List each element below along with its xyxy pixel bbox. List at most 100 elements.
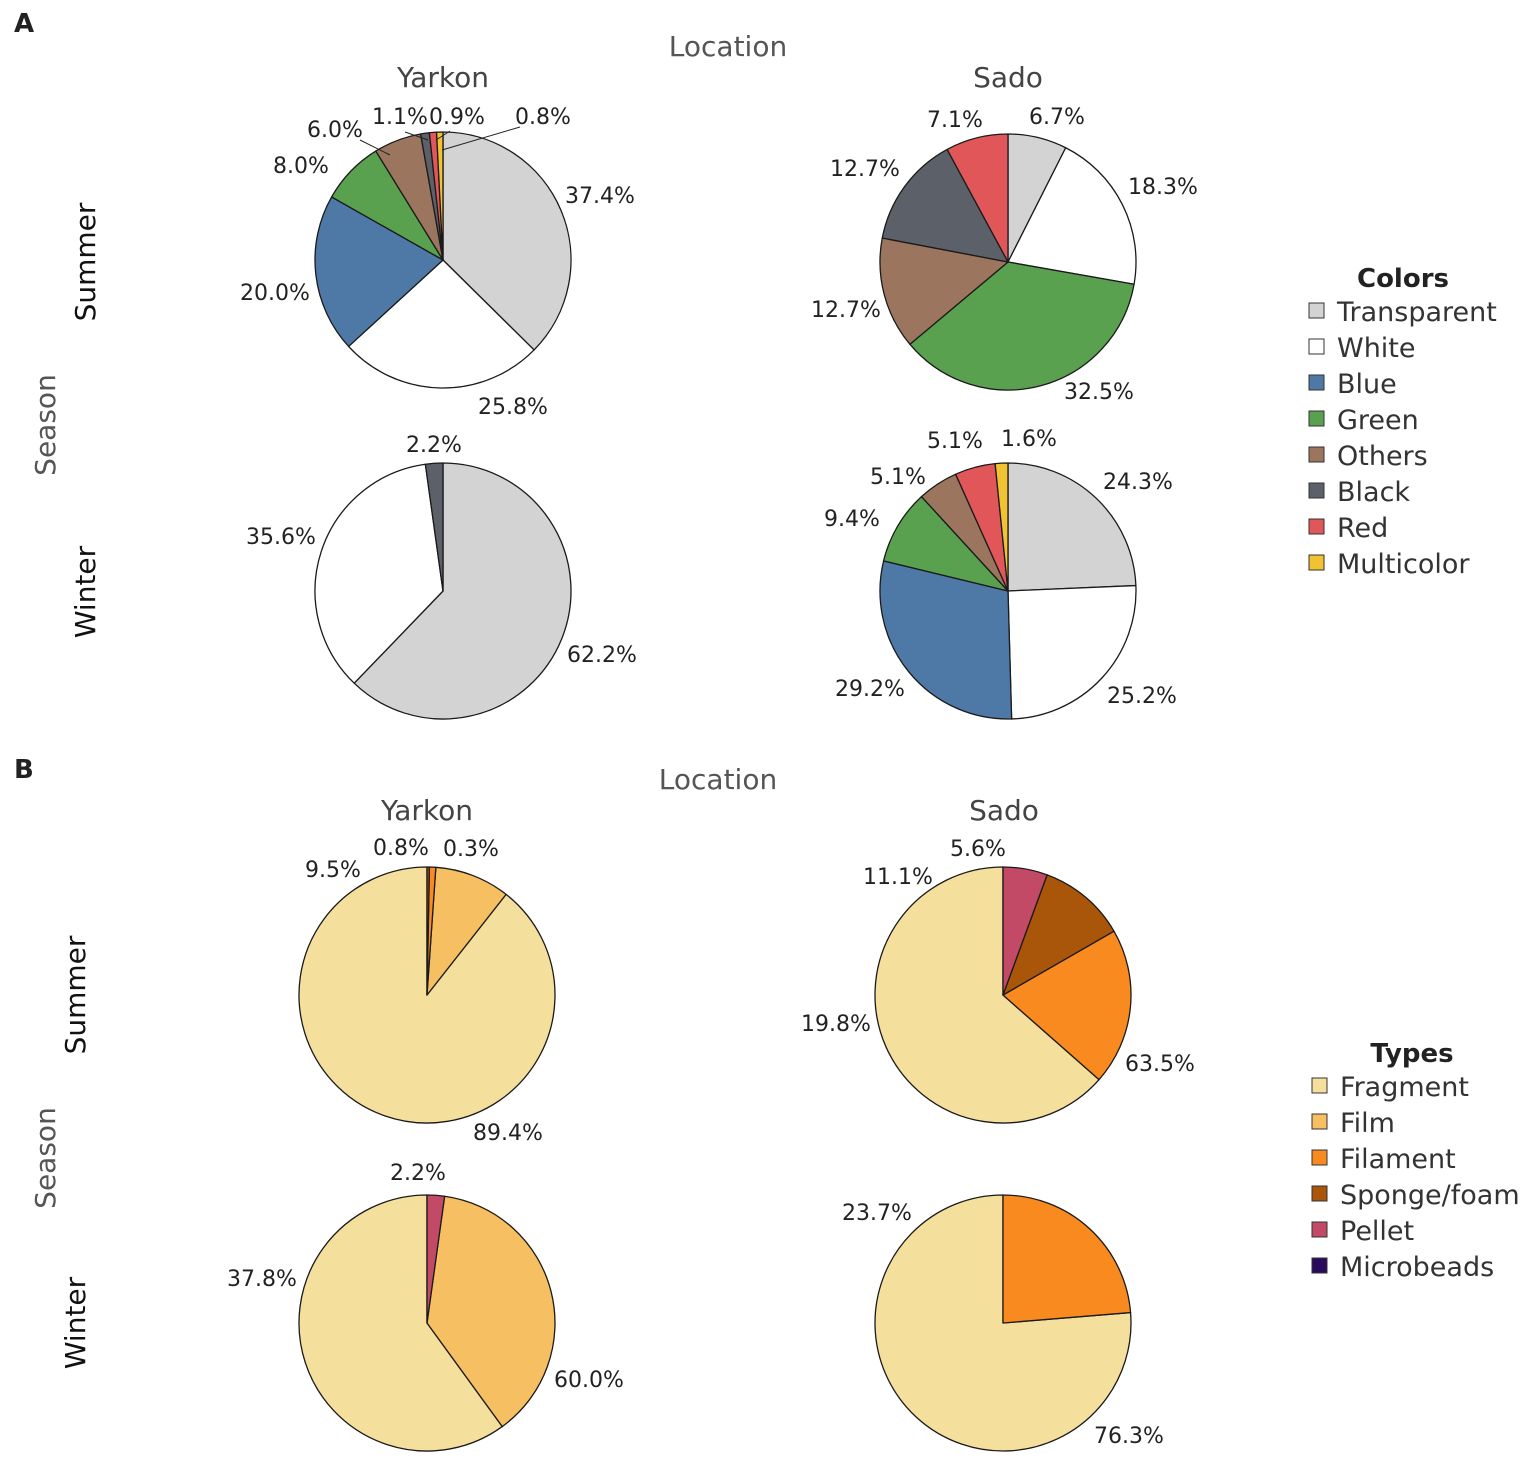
- slice-others: [879, 237, 1009, 345]
- slice-pellet: [426, 1194, 446, 1324]
- data-label-transparent: 62.2%: [567, 643, 637, 668]
- panel-a-letter: A: [14, 9, 34, 39]
- legend-label-sponge-foam: Sponge/foam: [1340, 1180, 1520, 1211]
- pie-b-yarkon-summer: [298, 866, 556, 1124]
- legend-label-filament: Filament: [1340, 1144, 1456, 1175]
- data-label-black: 1.1%: [372, 105, 428, 130]
- pie-b-sado-winter: [874, 1194, 1132, 1452]
- data-label-blue: 29.2%: [835, 677, 905, 702]
- slice-filament: [1002, 930, 1132, 1081]
- slice-transparent: [353, 462, 572, 720]
- panel-a-row-winter: Winter: [69, 545, 102, 638]
- data-label-white: 25.8%: [478, 395, 548, 420]
- leader-line-multicolor: [441, 126, 521, 151]
- data-label-sponge-foam: 0.3%: [443, 837, 499, 862]
- slice-sponge-foam: [1002, 874, 1115, 996]
- slice-fragment: [298, 1194, 503, 1452]
- legend-swatch-others: [1308, 446, 1325, 463]
- slice-transparent: [442, 131, 572, 351]
- slice-blue: [879, 560, 1013, 720]
- slice-red: [946, 133, 1009, 263]
- legend-swatch-pellet: [1311, 1221, 1328, 1238]
- legend-colors-title: Colors: [1357, 264, 1449, 294]
- panel-a-season-label: Season: [29, 374, 62, 476]
- slice-white: [347, 259, 535, 389]
- pie-a-sado-winter: [879, 462, 1137, 720]
- legend-label-others: Others: [1337, 441, 1428, 472]
- legend-swatch-green: [1308, 410, 1325, 427]
- panel-a-column-sado: Sado: [973, 61, 1043, 94]
- legend-label-multicolor: Multicolor: [1337, 549, 1470, 580]
- data-label-fragment: 63.5%: [1125, 1052, 1195, 1077]
- data-label-red: 7.1%: [927, 108, 983, 133]
- data-label-transparent: 24.3%: [1103, 470, 1173, 495]
- slice-fragment: [874, 866, 1100, 1124]
- panel-a-column-yarkon: Yarkon: [396, 61, 489, 94]
- data-label-sponge-foam: 11.1%: [863, 865, 933, 890]
- data-label-others: 12.7%: [811, 298, 881, 323]
- slice-black: [881, 148, 1009, 263]
- slice-filament: [1002, 1194, 1132, 1324]
- data-label-pellet: 2.2%: [390, 1161, 446, 1186]
- data-label-filament: 19.8%: [801, 1012, 871, 1037]
- panel-b-season-label: Season: [29, 1107, 62, 1209]
- legend-label-pellet: Pellet: [1340, 1216, 1414, 1247]
- slice-white: [314, 463, 444, 684]
- data-label-filament: 23.7%: [842, 1201, 912, 1226]
- legend-colors: Colors Transparent White Blue Green Others Bl…: [1308, 264, 1497, 580]
- leader-line-red: [435, 130, 451, 141]
- slice-multicolor: [435, 131, 444, 261]
- leader-line-others: [359, 139, 391, 156]
- panel-a-location-header: Location: [669, 30, 787, 63]
- legend-label-fragment: Fragment: [1340, 1072, 1469, 1103]
- legend-swatch-fragment: [1311, 1077, 1328, 1094]
- legend-label-red: Red: [1337, 513, 1388, 544]
- data-label-green: 9.4%: [824, 507, 880, 532]
- legend-swatch-filament: [1311, 1149, 1328, 1166]
- slice-sponge-foam: [426, 866, 431, 996]
- pie-a-yarkon-summer: [314, 131, 572, 389]
- data-label-fragment: 60.0%: [554, 1368, 624, 1393]
- data-label-blue: 20.0%: [240, 281, 310, 306]
- legend-swatch-microbeads: [1311, 1257, 1328, 1274]
- pie-b-sado-summer: [874, 866, 1132, 1124]
- data-label-white: 25.2%: [1107, 684, 1177, 709]
- panel-b-row-winter: Winter: [59, 1276, 92, 1369]
- legend-label-white: White: [1337, 333, 1416, 364]
- panel-b-location-header: Location: [659, 763, 777, 796]
- data-label-filament: 0.8%: [373, 836, 429, 861]
- slice-white: [1007, 147, 1137, 285]
- legend-swatch-red: [1308, 518, 1325, 535]
- legend-swatch-transparent: [1308, 302, 1325, 319]
- slice-black: [424, 462, 444, 592]
- legend-label-black: Black: [1337, 477, 1410, 508]
- slice-film: [426, 1195, 556, 1428]
- legend-types-title: Types: [1370, 1039, 1453, 1069]
- panel-b-letter: B: [14, 755, 34, 785]
- data-label-fragment: 76.3%: [1094, 1424, 1164, 1449]
- slice-green: [909, 261, 1135, 391]
- leader-line-black: [404, 131, 429, 141]
- legend-swatch-multicolor: [1308, 554, 1325, 571]
- panel-a-row-summer: Summer: [69, 202, 102, 321]
- data-label-others: 5.1%: [870, 465, 926, 490]
- data-label-film: 9.5%: [305, 858, 361, 883]
- data-label-fragment: 89.4%: [473, 1121, 543, 1146]
- legend-swatch-white: [1308, 338, 1325, 355]
- panel-b-row-summer: Summer: [59, 935, 92, 1054]
- legend-label-microbeads: Microbeads: [1340, 1252, 1494, 1283]
- slice-film: [426, 866, 507, 996]
- data-label-transparent: 6.7%: [1029, 105, 1085, 130]
- slice-transparent: [1007, 462, 1137, 592]
- data-label-film: 37.8%: [227, 1267, 297, 1292]
- data-label-white: 18.3%: [1128, 175, 1198, 200]
- pie-b-yarkon-winter: [298, 1194, 556, 1452]
- legend-swatch-film: [1311, 1113, 1328, 1130]
- data-label-black: 12.7%: [830, 157, 900, 182]
- slice-pellet: [1002, 866, 1048, 996]
- legend-types: Types Fragment Film Filament Sponge/foam Pel…: [1311, 1039, 1520, 1283]
- slice-blue: [314, 196, 444, 348]
- legend-swatch-blue: [1308, 374, 1325, 391]
- legend-swatch-black: [1308, 482, 1325, 499]
